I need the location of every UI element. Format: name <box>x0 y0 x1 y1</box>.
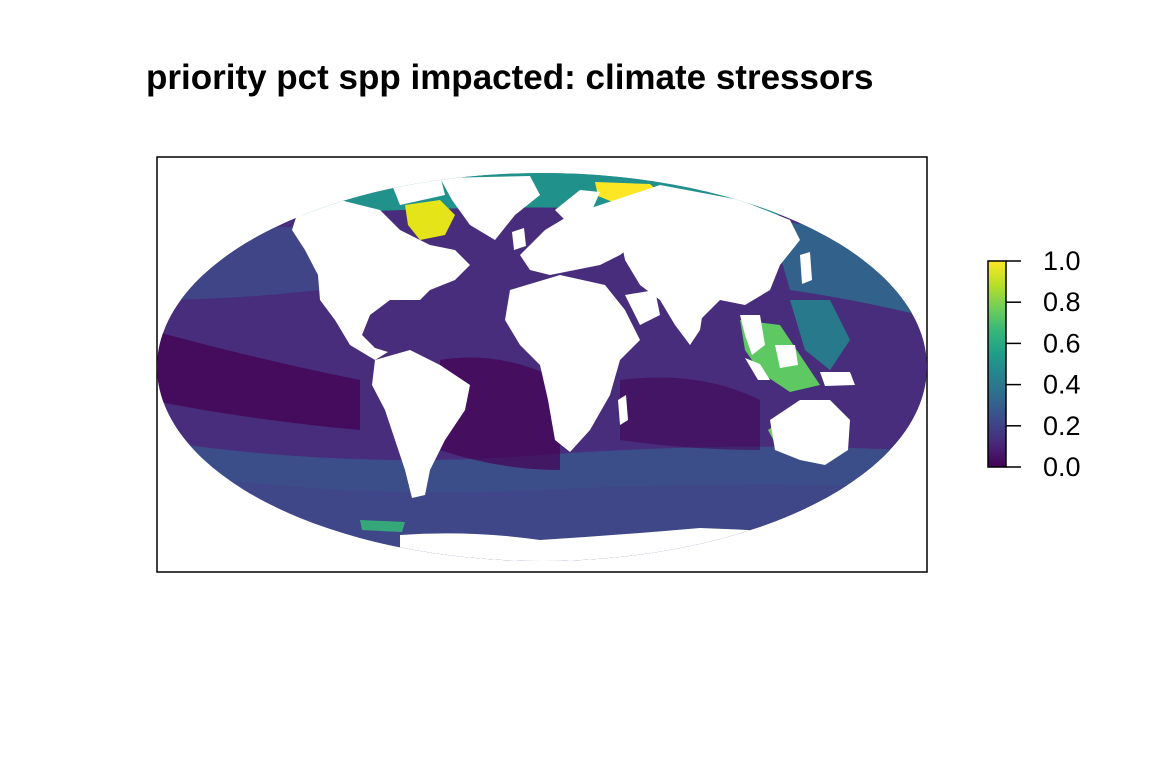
north-pacific-east <box>770 220 927 320</box>
colorbar-tick-label: 1.0 <box>1043 246 1081 276</box>
antarctica <box>400 528 820 561</box>
colorbar-tick-label: 0.6 <box>1043 328 1081 358</box>
north-america <box>292 200 470 360</box>
antarctic-peninsula-teal <box>360 520 405 532</box>
colorbar-gradient <box>987 260 1007 468</box>
colorbar-tick-label: 0.4 <box>1043 370 1081 400</box>
west-pacific-teal <box>790 300 850 370</box>
north-pacific-band <box>157 226 320 300</box>
land-layer <box>292 175 890 561</box>
greenland <box>440 176 540 240</box>
asia <box>600 185 800 345</box>
europe <box>520 205 640 275</box>
plot-title: priority pct spp impacted: climate stres… <box>146 58 874 97</box>
high-impact-greenland <box>405 200 455 240</box>
colorbar-tick-label: 0.8 <box>1043 287 1081 317</box>
colorbar-tick-label: 0.2 <box>1043 411 1081 441</box>
southeast-asia <box>740 315 765 355</box>
new-zealand <box>880 455 890 484</box>
new-guinea <box>820 372 855 386</box>
borneo <box>775 345 798 368</box>
south-america <box>372 350 470 498</box>
british-isles <box>512 228 526 250</box>
plot-frame <box>156 156 928 573</box>
colorbar-tick-label: 0.0 <box>1043 452 1081 482</box>
sumatra <box>745 358 770 380</box>
indian-ocean-dark <box>620 377 760 450</box>
colorbar-ticks: 0.0 0.2 0.4 0.6 0.8 1.0 <box>1006 246 1081 482</box>
madagascar <box>618 395 628 425</box>
africa <box>505 275 640 452</box>
india <box>678 298 705 345</box>
australia <box>770 400 850 465</box>
colorbar: 0.0 0.2 0.4 0.6 0.8 1.0 <box>987 246 1081 482</box>
tropical-pacific <box>157 330 360 430</box>
arabia <box>625 290 660 325</box>
japan <box>800 252 812 284</box>
south-atlantic-dark <box>440 357 560 470</box>
scandinavia <box>555 190 600 225</box>
